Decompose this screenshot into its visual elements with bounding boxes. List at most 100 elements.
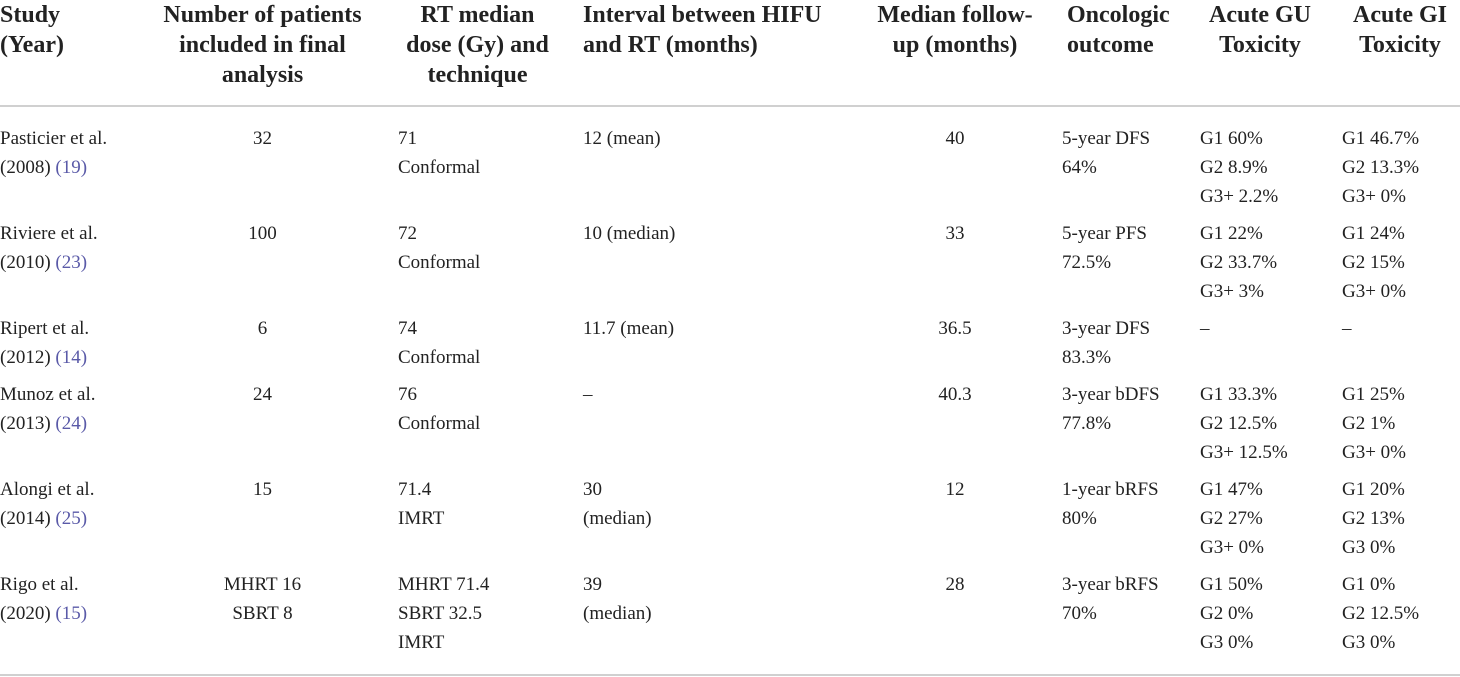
cell-line: 36.5 <box>938 318 972 339</box>
study-year-line: (2012) (14) <box>0 343 140 372</box>
table-cell: 6 <box>140 306 385 372</box>
study-year: (2012) <box>0 347 51 368</box>
cell-line: G3 0% <box>1342 537 1396 558</box>
cell-line: 11.7 (mean) <box>583 318 675 339</box>
cell-line: 6 <box>257 318 268 339</box>
cell-line: G1 22% <box>1200 223 1263 244</box>
table-cell: Riviere et al. (2010) (23) <box>0 211 140 306</box>
table-cell: – <box>570 372 860 467</box>
table-cell: 40.3 <box>860 372 1050 467</box>
cell-line: 12 (mean) <box>583 128 661 149</box>
table-row: Pasticier et al. (2008) (19) 32 71 Conformal… <box>0 106 1460 211</box>
study-year: (2013) <box>0 413 51 434</box>
table-cell: 15 <box>140 467 385 562</box>
header-line: included in final <box>179 32 346 58</box>
table-cell: 39 (median) <box>570 562 860 676</box>
study-year: (2008) <box>0 157 51 178</box>
cell-line: G1 46.7% <box>1342 128 1420 149</box>
cell-line: G2 12.5% <box>1200 413 1278 434</box>
cell-line: 74 <box>398 318 417 339</box>
cell-line: 40.3 <box>938 384 972 405</box>
cell-line: 64% <box>1062 157 1097 178</box>
cell-line: G2 33.7% <box>1200 252 1278 273</box>
cell-line: G2 8.9% <box>1200 157 1268 178</box>
header-line: Toxicity <box>1359 32 1441 58</box>
cell-line: 3-year DFS <box>1062 318 1151 339</box>
cell-line: 5-year PFS <box>1062 223 1147 244</box>
table-row: Munoz et al. (2013) (24) 24 76 Conformal – 40.… <box>0 372 1460 467</box>
cell-line: 24 <box>253 384 272 405</box>
table-row: Alongi et al. (2014) (25) 15 71.4 IMRT 30 (med… <box>0 467 1460 562</box>
study-name: Rigo et al. <box>0 574 79 595</box>
column-header: Median follow-up (months) <box>860 0 1050 107</box>
table-cell: 3-year bRFS 70% <box>1050 562 1190 676</box>
study-year: (2014) <box>0 508 51 529</box>
table-cell: G1 46.7% G2 13.3% G3+ 0% <box>1330 106 1460 211</box>
cell-line: 30 <box>583 479 602 500</box>
table-cell: 24 <box>140 372 385 467</box>
cell-line: G2 27% <box>1200 508 1263 529</box>
cell-line: (median) <box>583 603 652 624</box>
table-cell: 12 <box>860 467 1050 562</box>
table-cell: 76 Conformal <box>385 372 570 467</box>
table-cell: 28 <box>860 562 1050 676</box>
table-cell: – <box>1190 306 1330 372</box>
header-line: (Year) <box>0 32 64 58</box>
column-header: Study (Year) <box>0 0 140 107</box>
table-cell: 36.5 <box>860 306 1050 372</box>
study-name: Ripert et al. <box>0 318 90 339</box>
cell-line: – <box>1200 318 1210 339</box>
header-line: Median follow- <box>877 2 1033 28</box>
cell-line: G1 33.3% <box>1200 384 1278 405</box>
cell-line: G2 15% <box>1342 252 1405 273</box>
column-header: RT median dose (Gy) and technique <box>385 0 570 107</box>
table-cell: Alongi et al. (2014) (25) <box>0 467 140 562</box>
cell-line: G1 60% <box>1200 128 1263 149</box>
table-cell: 72 Conformal <box>385 211 570 306</box>
column-header: Interval between HIFU and RT (months) <box>570 0 860 107</box>
table-cell: Ripert et al. (2012) (14) <box>0 306 140 372</box>
table-row: Ripert et al. (2012) (14) 6 74 Conformal 11.7… <box>0 306 1460 372</box>
table-cell: – <box>1330 306 1460 372</box>
cell-line: 15 <box>253 479 272 500</box>
cell-line: G1 50% <box>1200 574 1263 595</box>
cell-line: 3-year bRFS <box>1062 574 1159 595</box>
cell-line: 32 <box>253 128 272 149</box>
table-cell: 3-year DFS 83.3% <box>1050 306 1190 372</box>
header-line: technique <box>427 62 528 88</box>
cell-line: IMRT <box>398 632 445 653</box>
reference-link: (24) <box>55 413 88 434</box>
table-cell: G1 0% G2 12.5% G3 0% <box>1330 562 1460 676</box>
column-header: Oncologic outcome <box>1050 0 1190 107</box>
column-header: Acute GU Toxicity <box>1190 0 1330 107</box>
table-cell: 30 (median) <box>570 467 860 562</box>
header-line: analysis <box>221 62 304 88</box>
table-cell: 71 Conformal <box>385 106 570 211</box>
reference-link: (14) <box>55 347 88 368</box>
table-cell: 3-year bDFS 77.8% <box>1050 372 1190 467</box>
table-cell: G1 22% G2 33.7% G3+ 3% <box>1190 211 1330 306</box>
study-name: Riviere et al. <box>0 223 98 244</box>
cell-line: 76 <box>398 384 417 405</box>
table-cell: G1 60% G2 8.9% G3+ 2.2% <box>1190 106 1330 211</box>
cell-line: G2 0% <box>1200 603 1254 624</box>
cell-line: SBRT 32.5 <box>398 603 483 624</box>
cell-line: – <box>583 384 593 405</box>
study-year-line: (2020) (15) <box>0 599 140 628</box>
cell-line: 40 <box>945 128 965 149</box>
cell-line: Conformal <box>398 157 481 178</box>
cell-line: G3+ 2.2% <box>1200 186 1279 207</box>
cell-line: 1-year bRFS <box>1062 479 1159 500</box>
cell-line: G3+ 12.5% <box>1200 442 1288 463</box>
table-cell: 10 (median) <box>570 211 860 306</box>
reference-link: (25) <box>55 508 88 529</box>
study-name: Alongi et al. <box>0 479 95 500</box>
cell-line: 3-year bDFS <box>1062 384 1160 405</box>
cell-line: G3+ 0% <box>1342 442 1407 463</box>
cell-line: 12 <box>945 479 965 500</box>
header-row: Study (Year) Number of patients included in… <box>0 0 1460 107</box>
table-cell: Munoz et al. (2013) (24) <box>0 372 140 467</box>
table-cell: G1 33.3% G2 12.5% G3+ 12.5% <box>1190 372 1330 467</box>
